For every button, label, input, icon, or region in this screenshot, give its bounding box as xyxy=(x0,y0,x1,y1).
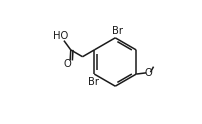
Text: O: O xyxy=(63,59,71,69)
Text: O: O xyxy=(145,68,153,78)
Text: HO: HO xyxy=(53,31,68,41)
Text: Br: Br xyxy=(88,77,99,87)
Text: Br: Br xyxy=(112,26,123,36)
